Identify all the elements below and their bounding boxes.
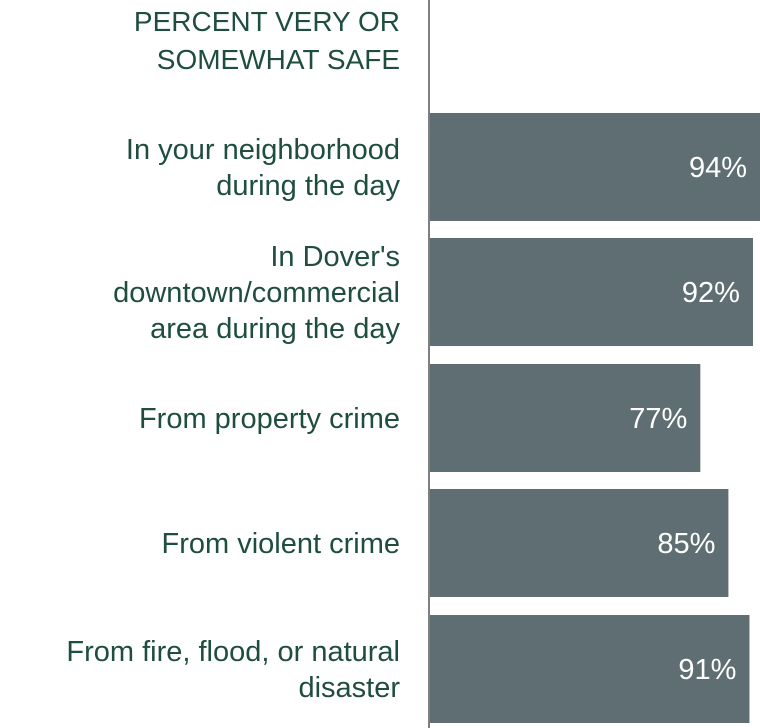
value-label: 77% (629, 403, 687, 435)
bar (430, 615, 750, 723)
value-label: 92% (682, 277, 740, 309)
value-label: 94% (689, 152, 747, 184)
category-label: downtown/commercial (113, 277, 400, 309)
chart-title-line: PERCENT VERY OR (134, 6, 400, 37)
category-label: From fire, flood, or natural (66, 636, 400, 668)
category-labels: In your neighborhood during the day In Dov… (66, 134, 400, 704)
category-label: disaster (298, 672, 400, 704)
value-labels: 94% 92% 77% 85% 91% (629, 152, 747, 686)
category-label: In your neighborhood (126, 134, 400, 166)
category-label: From property crime (139, 403, 400, 435)
value-label: 85% (657, 528, 715, 560)
category-label: area during the day (150, 313, 400, 345)
bar (430, 238, 753, 346)
value-label: 91% (678, 654, 736, 686)
chart-title-line: SOMEWHAT SAFE (157, 44, 400, 75)
bar (430, 364, 701, 472)
category-label: In Dover's (270, 241, 400, 273)
bar (430, 489, 729, 597)
category-label: From violent crime (162, 528, 401, 560)
category-label: during the day (216, 170, 400, 202)
chart-title: PERCENT VERY OR SOMEWHAT SAFE (134, 6, 400, 75)
bar (430, 113, 760, 221)
bars (430, 113, 760, 723)
